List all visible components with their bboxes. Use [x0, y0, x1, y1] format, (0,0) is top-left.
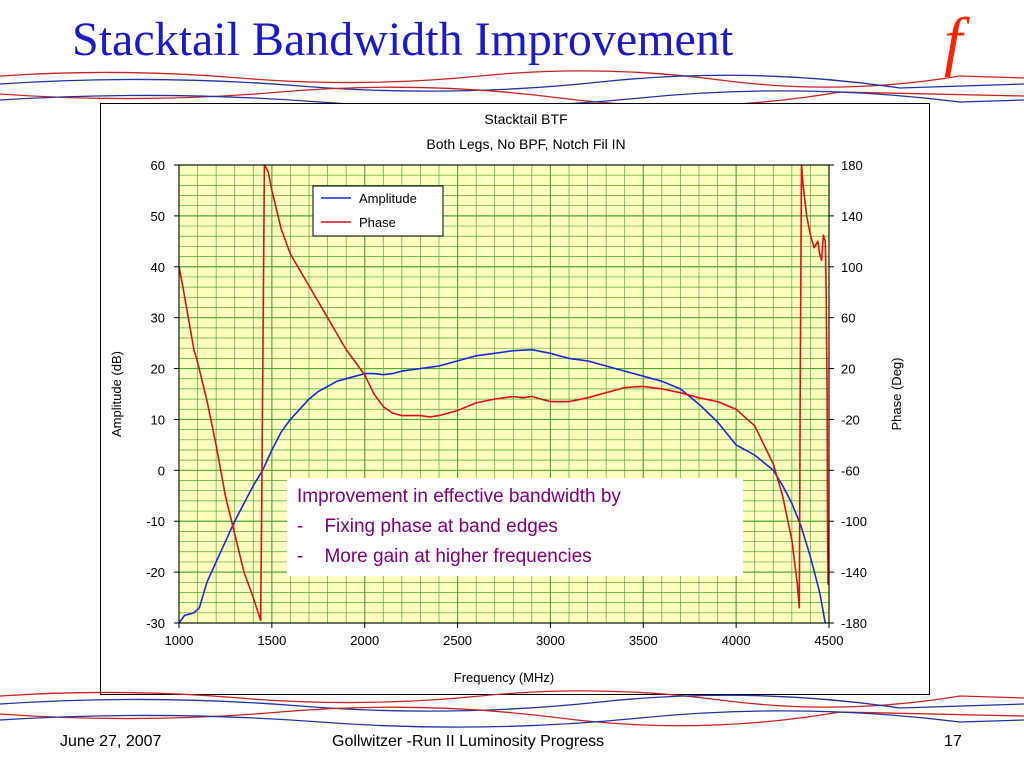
chart-frame: Stacktail BTF Both Legs, No BPF, Notch F…: [100, 103, 930, 695]
chart-title: Stacktail BTF: [484, 111, 567, 127]
y2-axis-label: Phase (Deg): [889, 358, 904, 431]
legend-box: [312, 185, 444, 237]
annotation-box: Improvement in effective bandwidth by - …: [287, 478, 743, 576]
y2-tick-label: -180: [841, 616, 867, 631]
annotation-line-1: Improvement in effective bandwidth by: [297, 486, 621, 507]
footer-date: June 27, 2007: [60, 733, 162, 750]
axes-layer: 1000 1500 2000 2500 3000 3500 4000 4500-30-20-1…: [146, 158, 867, 648]
y-tick-label: 10: [151, 412, 165, 427]
legend-entry-phase: Phase: [359, 215, 396, 230]
x-tick-label: 2500: [443, 633, 472, 648]
slide-title: Stacktail Bandwidth Improvement: [72, 13, 734, 66]
y2-tick-label: -60: [841, 463, 860, 478]
x-tick-label: 3000: [536, 633, 565, 648]
y2-tick-label: -20: [841, 412, 860, 427]
x-tick-label: 4500: [815, 633, 844, 648]
x-tick-label: 1000: [165, 633, 194, 648]
y2-tick-label: 180: [841, 158, 863, 173]
y-tick-label: 50: [151, 209, 165, 224]
y-tick-label: 30: [151, 311, 165, 326]
y2-tick-label: -100: [841, 514, 867, 529]
x-axis-label: Frequency (MHz): [454, 670, 554, 685]
series-layer: [178, 164, 829, 624]
x-tick-label: 1500: [257, 633, 286, 648]
x-tick-label: 4000: [722, 633, 751, 648]
annotation-line-2: - Fixing phase at band edges: [297, 516, 558, 537]
legend: Amplitude Phase: [312, 185, 444, 237]
footer-page-number: 17: [944, 733, 962, 750]
fermilab-logo-icon: f: [944, 5, 963, 78]
legend-entry-amplitude: Amplitude: [359, 191, 417, 206]
y2-tick-label: 100: [841, 260, 863, 275]
series-line-phase: [178, 164, 829, 622]
y-axis-label: Amplitude (dB): [109, 351, 124, 437]
y-tick-label: -20: [146, 565, 165, 580]
series-line-amplitude: [178, 348, 827, 624]
y2-tick-label: 20: [841, 362, 855, 377]
decorative-wave-bottom: [0, 690, 1024, 728]
x-tick-label: 3500: [629, 633, 658, 648]
y-tick-label: -30: [146, 616, 165, 631]
y2-tick-label: 140: [841, 209, 863, 224]
y-tick-label: 40: [151, 260, 165, 275]
y-tick-label: -10: [146, 514, 165, 529]
y2-tick-label: -140: [841, 565, 867, 580]
annotation-background: [287, 478, 743, 576]
x-tick-label: 2000: [350, 633, 379, 648]
plot-border: [178, 164, 830, 624]
footer-presentation-title: Gollwitzer -Run II Luminosity Progress: [332, 733, 605, 750]
y-tick-label: 0: [158, 463, 165, 478]
annotation-line-3: - More gain at higher frequencies: [297, 546, 592, 567]
y-tick-label: 20: [151, 362, 165, 377]
y-tick-label: 60: [151, 158, 165, 173]
y2-tick-label: 60: [841, 311, 855, 326]
chart-subtitle: Both Legs, No BPF, Notch Fil IN: [426, 136, 625, 152]
stacktail-btf-chart: Stacktail BTF Both Legs, No BPF, Notch F…: [109, 111, 904, 685]
